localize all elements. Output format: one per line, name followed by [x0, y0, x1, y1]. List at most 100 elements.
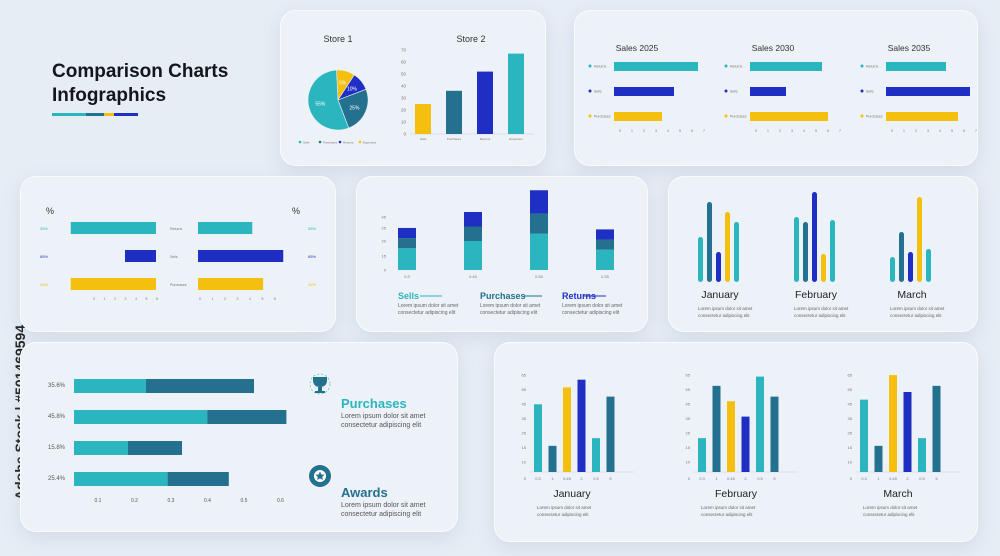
monthly-text: Lorem ipsum dolor sit amet — [698, 306, 753, 311]
stacked-hbar-xtick: 0.6 — [277, 498, 284, 504]
grouped-bar — [563, 387, 571, 472]
grouped-ytick: 25 — [522, 431, 527, 436]
stacked-segment — [596, 239, 614, 250]
sales-xtick: 1 — [631, 129, 633, 133]
butterfly-xtick-left: 6 — [156, 297, 158, 301]
grouped-xtick: 0.3 — [699, 476, 705, 481]
grouped-ytick: 10 — [522, 460, 527, 465]
store2-xtick: Purchases — [447, 137, 462, 141]
store2-xtick: Returns — [480, 137, 491, 141]
grouped-ytick: 15 — [522, 445, 527, 450]
grouped-xtick: 1 — [877, 476, 880, 481]
butterfly-xtick-right: 4 — [249, 297, 251, 301]
monthly-bar — [926, 249, 931, 282]
sales-bar — [750, 87, 786, 96]
grouped-text: Lorem ipsum dolor sit amet — [537, 505, 592, 510]
monthly-bar — [707, 202, 712, 282]
stacked-ytick: 45 — [382, 215, 387, 220]
feature-title: Awards — [341, 485, 388, 500]
stacked-hbar-segment — [74, 441, 128, 455]
stacked-hbar-xtick: 0.4 — [204, 498, 211, 504]
grouped-bar — [756, 376, 764, 472]
grouped-bar — [712, 385, 721, 472]
stacked-xtick: 0.45 — [469, 274, 478, 279]
sales-xtick: 4 — [803, 129, 805, 133]
grouped-ytick: 45 — [686, 402, 691, 407]
pie-slice-label: 10% — [347, 87, 358, 93]
sales-bar — [750, 112, 828, 121]
stacked-hbar-xtick: 0.2 — [131, 498, 138, 504]
sales-xtick: 6 — [963, 129, 965, 133]
butterfly-right-pct: 35% — [308, 226, 316, 231]
card-stacked-hbar — [20, 342, 458, 532]
title-line-2: Infographics — [52, 85, 167, 106]
grouped-bar — [606, 396, 615, 472]
monthly-text: Lorem ipsum dolor sit amet — [794, 306, 849, 311]
sales-xtick: 7 — [703, 129, 705, 133]
grouped-ytick: 55 — [848, 387, 853, 392]
stacked-legend-title: Purchases — [480, 291, 526, 301]
grouped-bar — [874, 445, 883, 472]
stacked-segment — [398, 248, 416, 270]
store2-ytick: 0 — [403, 132, 406, 137]
grouped-xtick: 0.3 — [861, 476, 867, 481]
pie-legend-label: Returns — [343, 141, 354, 145]
grouped-ytick: 35 — [848, 416, 853, 421]
sales-category-label: Returns — [594, 65, 607, 69]
butterfly-category: Purchases — [170, 283, 187, 287]
stacked-hbar-label: 25.4% — [48, 476, 66, 482]
sales-bar — [886, 112, 958, 121]
grouped-ytick: 10 — [686, 460, 691, 465]
grouped-xtick: 5 — [609, 476, 612, 481]
stacked-segment — [464, 212, 482, 227]
stacked-hbar-segment — [74, 410, 208, 424]
monthly-bar — [812, 192, 817, 282]
award-star-icon — [315, 471, 325, 480]
grouped-xtick: 2 — [906, 476, 909, 481]
butterfly-xtick-right: 3 — [237, 297, 239, 301]
title-underline — [52, 113, 138, 116]
butterfly-xtick-left: 0 — [93, 297, 95, 301]
grouped-xtick: 0.5 — [919, 476, 925, 481]
butterfly-xtick-left: 5 — [146, 297, 148, 301]
monthly-bar — [890, 257, 895, 282]
butterfly-xtick-left: 1 — [104, 297, 106, 301]
stacked-hbar-segment — [146, 379, 254, 393]
sales-panel-title: Sales 2030 — [752, 43, 795, 53]
stacked-xtick: 0.35 — [601, 274, 610, 279]
grouped-bar — [592, 438, 600, 472]
percent-left-icon: % — [46, 206, 54, 216]
sales-xtick: 7 — [839, 129, 841, 133]
sales-xtick: 0 — [891, 129, 893, 133]
stacked-legend-text: consectetur adipiscing elit — [398, 310, 456, 316]
butterfly-left-pct: 65% — [40, 254, 48, 259]
sales-xtick: 6 — [827, 129, 829, 133]
sales-xtick: 5 — [951, 129, 953, 133]
sales-category-label: Purchases — [730, 115, 747, 119]
sales-xtick: 0 — [755, 129, 757, 133]
feature-text: Lorem ipsum dolor sit amet — [341, 502, 425, 509]
title-line-1: Comparison Charts — [52, 61, 229, 82]
grouped-ytick: 65 — [686, 373, 691, 378]
grouped-bar — [698, 438, 706, 472]
monthly-text: Lorem ipsum dolor sit amet — [890, 306, 945, 311]
feature-text: consectetur adipiscing elit — [341, 422, 421, 429]
grouped-bar — [903, 392, 912, 472]
sales-legend-dot — [588, 114, 592, 118]
sales-xtick: 1 — [903, 129, 905, 133]
butterfly-xtick-left: 3 — [125, 297, 127, 301]
store2-ytick: 40 — [401, 84, 407, 89]
grouped-ytick: 65 — [522, 373, 527, 378]
pie-slice-label: 55% — [315, 102, 326, 108]
stacked-segment — [530, 233, 548, 270]
grouped-month-label: January — [553, 488, 591, 500]
sales-xtick: 4 — [939, 129, 941, 133]
grouped-ytick: 15 — [686, 445, 691, 450]
sales-legend-dot — [588, 64, 592, 68]
butterfly-xtick-right: 5 — [262, 297, 264, 301]
grouped-bar — [860, 399, 868, 472]
grouped-ytick: 0 — [688, 476, 691, 481]
monthly-text: consectetur adipiscing elit — [890, 313, 942, 318]
pie-slice-label: 5% — [339, 81, 347, 87]
